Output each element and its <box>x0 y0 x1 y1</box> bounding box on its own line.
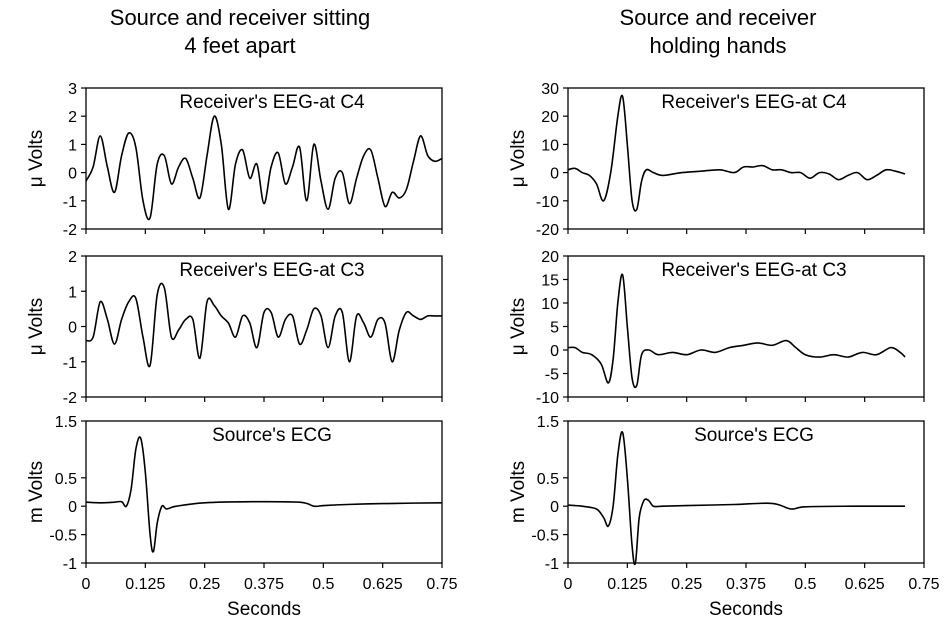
y-tick-label: 1.5 <box>55 414 77 431</box>
y-tick-label: -2 <box>63 390 77 407</box>
y-tick-label: 1.5 <box>537 414 559 431</box>
x-tick-label: 0.125 <box>125 576 165 593</box>
y-tick-label: 0.5 <box>537 471 559 488</box>
y-axis-label: μ Volts <box>26 130 47 187</box>
x-tick-label: 0.625 <box>845 576 885 593</box>
y-tick-label: -1 <box>63 556 77 573</box>
y-tick-label: 3 <box>68 81 77 98</box>
x-tick-label: 0.375 <box>726 576 766 593</box>
x-tick-label: 0.125 <box>607 576 647 593</box>
x-tick-label: 0.75 <box>908 576 939 593</box>
y-tick-label: 0 <box>550 166 559 183</box>
panel-annotation: Receiver's EEG-at C4 <box>179 92 365 113</box>
x-tick-label: 0.25 <box>189 576 220 593</box>
y-tick-label: 20 <box>541 249 559 266</box>
y-tick-label: 0 <box>68 320 77 337</box>
panel-4: -10 -5 0 5 10 15 20 μ Volts Receiver's EEG-at C3 <box>508 249 925 407</box>
panel-0: -2 -1 0 1 2 3 μ Volts Receiver's EEG-at C4 <box>26 81 443 239</box>
y-axis-label: μ Volts <box>508 130 529 187</box>
signal-trace <box>567 430 906 566</box>
y-tick-label: -1 <box>545 556 559 573</box>
y-tick-label: -1 <box>63 194 77 211</box>
y-tick-label: 0 <box>68 499 77 516</box>
y-axis-label: m Volts <box>508 461 529 523</box>
y-tick-label: -10 <box>536 194 559 211</box>
x-tick-label: 0 <box>82 576 91 593</box>
left-column-title: Source and receiver sitting 4 feet apart <box>109 5 371 58</box>
y-tick-label: -0.5 <box>531 528 559 545</box>
y-tick-label: 2 <box>68 249 77 266</box>
signal-trace <box>567 273 906 389</box>
y-tick-label: 10 <box>541 137 559 154</box>
x-tick-label: 0.5 <box>794 576 816 593</box>
panel-5: -1 -0.5 0 0.5 1.5 0 0.125 0.25 0.375 0.5 0.625 0.75… <box>508 414 940 620</box>
y-tick-label: -5 <box>545 367 559 384</box>
x-tick-label: 0.625 <box>363 576 403 593</box>
signal-trace <box>85 115 443 221</box>
y-tick-label: -1 <box>63 355 77 372</box>
x-axis-label: Seconds <box>709 599 783 620</box>
x-tick-label: 0.375 <box>244 576 284 593</box>
y-tick-label: -0.5 <box>49 528 77 545</box>
signal-trace <box>85 282 442 368</box>
signal-trace <box>85 436 443 553</box>
x-axis-label: Seconds <box>227 599 301 620</box>
y-tick-label: 0.5 <box>55 471 77 488</box>
y-tick-label: 2 <box>68 109 77 126</box>
panel-annotation: Receiver's EEG-at C4 <box>661 92 847 113</box>
y-tick-label: -20 <box>536 222 559 239</box>
panel-3: -20 -10 0 10 20 30 μ Volts Receiver's EEG-at C4 <box>508 81 925 239</box>
panel-annotation: Receiver's EEG-at C3 <box>661 260 846 281</box>
panel-annotation: Receiver's EEG-at C3 <box>179 260 364 281</box>
y-tick-label: 30 <box>541 81 559 98</box>
y-tick-label: 10 <box>541 296 559 313</box>
panel-annotation: Source's ECG <box>694 425 814 446</box>
y-tick-label: -10 <box>536 390 559 407</box>
x-tick-label: 0.25 <box>671 576 702 593</box>
y-tick-label: 0 <box>68 166 77 183</box>
y-tick-label: 15 <box>541 273 559 290</box>
x-tick-label: 0 <box>564 576 573 593</box>
y-tick-label: 0 <box>550 343 559 360</box>
panel-2: -1 -0.5 0 0.5 1.5 0 0.125 0.25 0.375 0.5 0.625 0.75… <box>26 414 458 620</box>
right-column-title: Source and receiver holding hands <box>619 5 817 58</box>
panel-1: -2 -1 0 1 2 μ Volts Receiver's EEG-at C3 <box>26 249 443 407</box>
signal-trace <box>567 94 906 212</box>
y-tick-label: 1 <box>68 137 77 154</box>
y-tick-label: 1 <box>68 284 77 301</box>
y-tick-label: 0 <box>550 499 559 516</box>
y-axis-label: μ Volts <box>26 298 47 355</box>
y-axis-label: μ Volts <box>508 298 529 355</box>
x-tick-label: 0.75 <box>426 576 457 593</box>
y-tick-label: 20 <box>541 109 559 126</box>
y-axis-label: m Volts <box>26 461 47 523</box>
x-tick-label: 0.5 <box>312 576 334 593</box>
y-tick-label: -2 <box>63 222 77 239</box>
y-tick-label: 5 <box>550 320 559 337</box>
panel-annotation: Source's ECG <box>212 425 332 446</box>
